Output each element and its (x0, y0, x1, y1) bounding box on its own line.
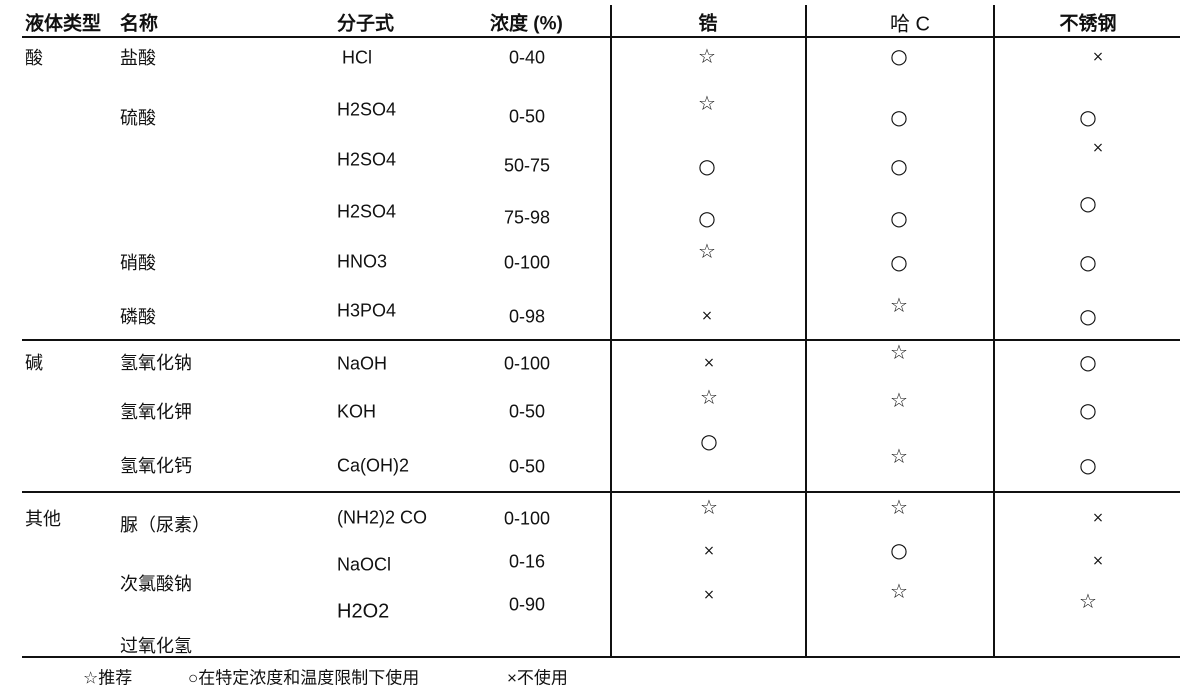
star-icon: ☆ (1079, 589, 1097, 613)
cross-icon: × (703, 543, 715, 559)
row-concentration: 0-16 (508, 551, 546, 572)
row-formula: H3PO4 (337, 300, 397, 321)
circle-icon: ○ (1079, 191, 1097, 215)
row-concentration: 0-50 (508, 401, 546, 422)
group-other: 其他 (25, 509, 61, 529)
row-concentration: 0-40 (508, 47, 546, 68)
row-name: 盐酸 (120, 48, 156, 68)
row-formula: Ca(OH)2 (337, 455, 410, 476)
cross-icon: × (703, 355, 715, 371)
table-bottom-line (22, 656, 1180, 658)
cross-icon: × (701, 308, 713, 324)
star-icon: ☆ (890, 579, 908, 603)
circle-icon: ○ (1079, 304, 1097, 328)
row-name: 硝酸 (120, 253, 156, 273)
star-icon: ☆ (698, 239, 716, 263)
row-concentration: 0-90 (508, 594, 546, 615)
star-icon: ☆ (890, 444, 908, 468)
star-icon: ☆ (700, 385, 718, 409)
row-formula: KOH (337, 401, 377, 422)
star-icon: ☆ (890, 495, 908, 519)
circle-icon: ○ (1079, 398, 1097, 422)
row-name: 氢氧化钙 (120, 456, 192, 476)
row-name: 硫酸 (120, 108, 156, 128)
header-stainless-steel: 不锈钢 (1059, 13, 1117, 35)
group-divider (22, 339, 1180, 341)
row-name: 氢氧化钾 (120, 402, 192, 422)
row-formula: HNO3 (337, 251, 388, 272)
header-liquid-type: 液体类型 (25, 13, 102, 35)
row-name: 磷酸 (120, 307, 156, 327)
circle-icon: ○ (700, 429, 718, 453)
row-formula: H2SO4 (337, 201, 397, 222)
circle-icon: ○ (890, 154, 908, 178)
star-icon: ☆ (890, 388, 908, 412)
circle-icon: ○ (890, 206, 908, 230)
row-formula: H2SO4 (337, 99, 397, 120)
circle-icon: ○ (698, 154, 716, 178)
circle-icon: ○ (890, 105, 908, 129)
header-divider (22, 36, 1180, 38)
star-icon: ☆ (698, 44, 716, 68)
cross-icon: × (1092, 49, 1104, 65)
group-divider (22, 491, 1180, 493)
legend-limited-use: ○在特定浓度和温度限制下使用 (188, 668, 420, 688)
group-alkali: 碱 (25, 353, 43, 373)
row-concentration: 0-100 (503, 353, 551, 374)
row-formula: NaOH (337, 353, 388, 374)
circle-icon: ○ (890, 538, 908, 562)
row-concentration: 0-98 (508, 306, 546, 327)
circle-icon: ○ (1079, 250, 1097, 274)
star-icon: ☆ (698, 91, 716, 115)
group-acid: 酸 (25, 48, 43, 68)
row-name: 次氯酸钠 (120, 574, 192, 594)
row-concentration: 0-100 (503, 252, 551, 273)
row-name: 氢氧化钠 (120, 353, 192, 373)
star-icon: ☆ (890, 340, 908, 364)
row-formula: (NH2)2 CO (337, 507, 428, 528)
row-name: 过氧化氢 (120, 636, 192, 656)
column-divider (610, 5, 612, 657)
header-zirconium: 锆 (698, 13, 718, 35)
row-formula: NaOCl (337, 554, 392, 575)
circle-icon: ○ (890, 44, 908, 68)
legend-not-used: ×不使用 (507, 668, 568, 688)
row-formula: H2SO4 (337, 149, 397, 170)
header-formula: 分子式 (337, 13, 395, 35)
row-formula: H2O2 (337, 600, 390, 623)
header-concentration: 浓度 (%) (490, 13, 563, 35)
row-concentration: 0-50 (508, 456, 546, 477)
cross-icon: × (703, 587, 715, 603)
row-concentration: 0-100 (503, 508, 551, 529)
star-icon: ☆ (890, 293, 908, 317)
column-divider (805, 5, 807, 657)
row-name: 脲（尿素） (120, 515, 210, 535)
star-icon: ☆ (700, 495, 718, 519)
cross-icon: × (1092, 553, 1104, 569)
header-name: 名称 (120, 13, 159, 35)
row-concentration: 0-50 (508, 106, 546, 127)
row-concentration: 50-75 (503, 155, 551, 176)
header-hastelloy-c: 哈 C (890, 13, 930, 36)
circle-icon: ○ (1079, 350, 1097, 374)
circle-icon: ○ (890, 250, 908, 274)
cross-icon: × (1092, 510, 1104, 526)
legend-recommended: ☆推荐 (83, 668, 133, 688)
column-divider (993, 5, 995, 657)
row-formula: HCl (342, 47, 372, 68)
circle-icon: ○ (1079, 105, 1097, 129)
row-concentration: 75-98 (503, 207, 551, 228)
cross-icon: × (1092, 140, 1104, 156)
circle-icon: ○ (698, 206, 716, 230)
circle-icon: ○ (1079, 453, 1097, 477)
